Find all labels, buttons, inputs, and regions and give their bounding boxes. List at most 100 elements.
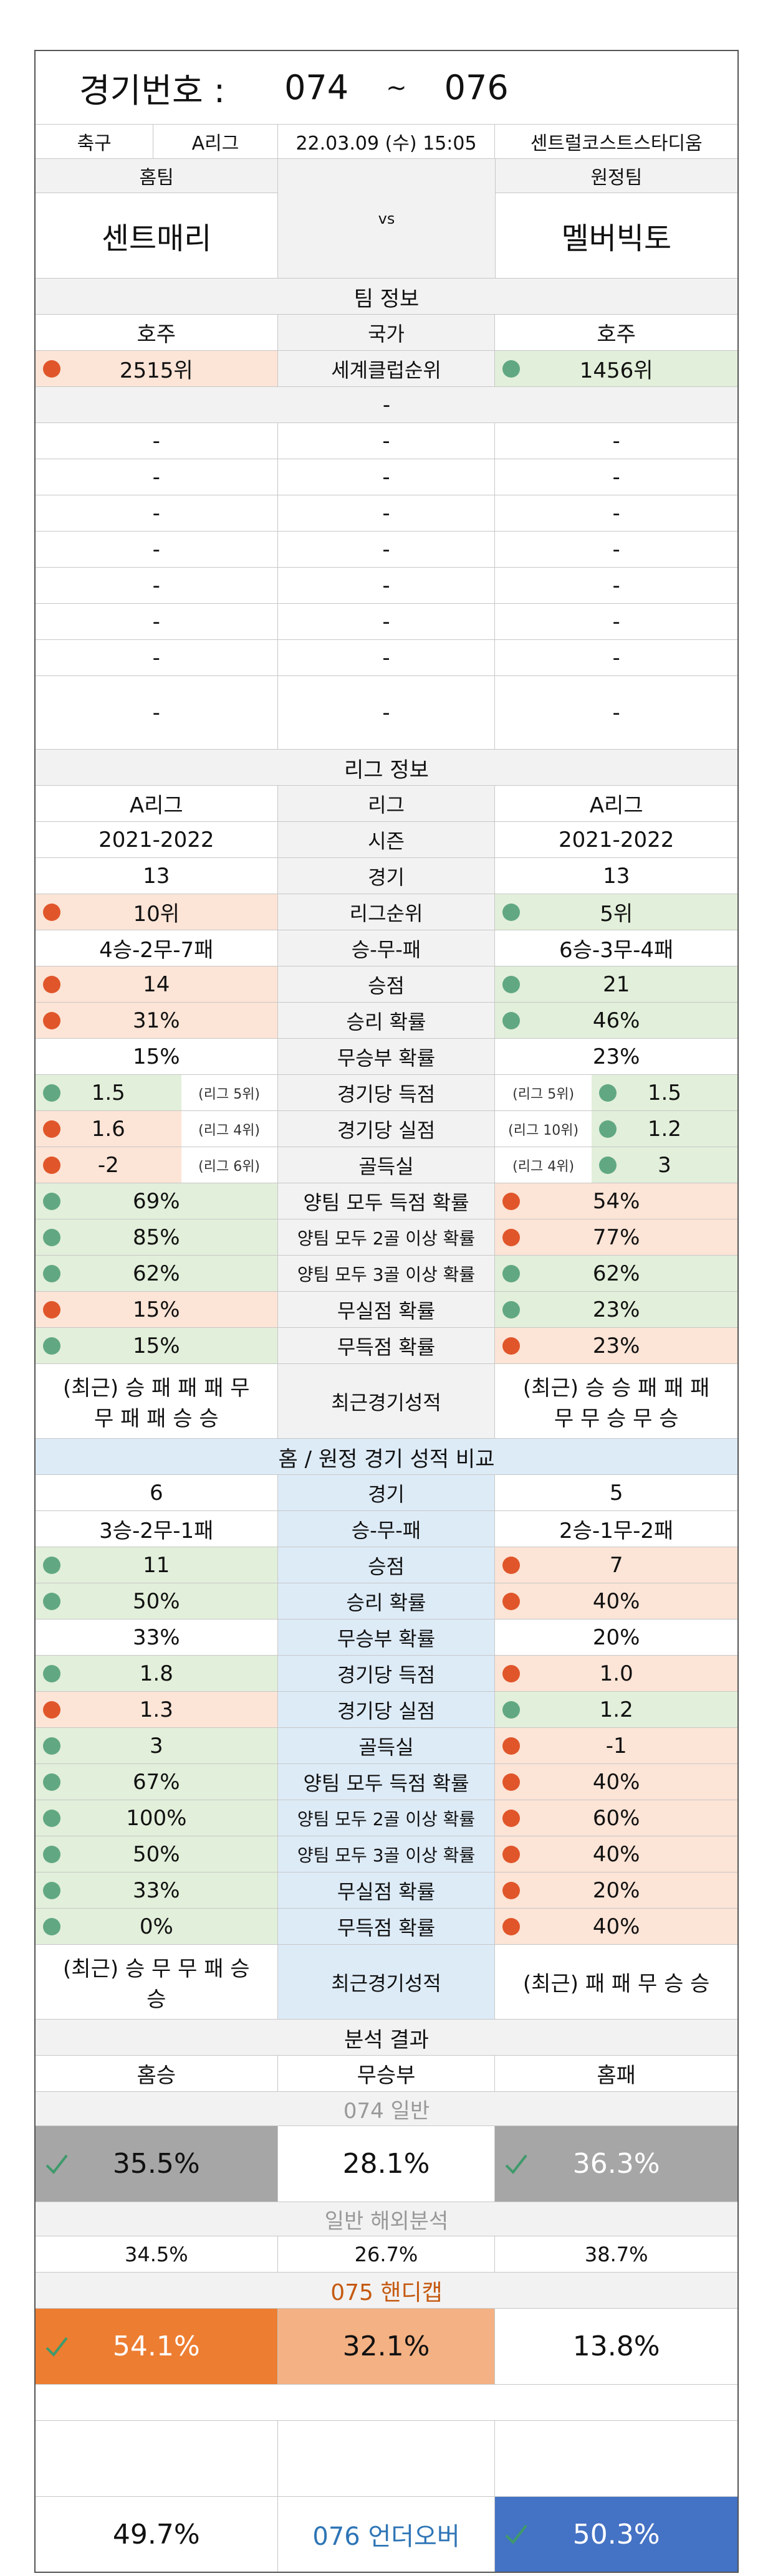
home-noscore: 15%: [133, 1333, 180, 1358]
overseas-draw: 26.7%: [278, 2236, 496, 2272]
home-league: A리그: [36, 786, 278, 821]
red-dot-icon: [502, 1664, 521, 1682]
draw-rate-label: 무승부 확률: [277, 1039, 496, 1074]
empty-cell: -: [612, 537, 620, 562]
green-dot-icon: [502, 975, 521, 993]
ha-btts2-row: 100% 양팀 모두 2골 이상 확률 60%: [36, 1800, 737, 1836]
league-rank-row: 10위 리그순위 5위: [36, 894, 737, 930]
match-number-tilde: ~: [386, 73, 407, 102]
away-goal-diff-note: (리그 4위): [512, 1158, 575, 1175]
ha-away-btts2: 60%: [592, 1805, 640, 1831]
ha-home-recent-line1: (최근) 승 무 무 패 승: [63, 1956, 250, 1982]
home-team-name: 센트매리: [101, 221, 212, 256]
home-world-rank: 2515위: [119, 358, 193, 383]
league-wdl-row: 4승-2무-7패 승-무-패 6승-3무-4패: [36, 930, 737, 966]
home-btts2: 85%: [133, 1224, 180, 1250]
league-games-row: 13 경기 13: [36, 858, 737, 894]
ha-away-conceded: 1.2: [599, 1697, 633, 1722]
match-sheet: 경기번호 : 074 ~ 076 축구 A리그 22.03.09 (수) 15:…: [34, 50, 739, 2573]
empty-cell: -: [278, 568, 496, 603]
empty-cell: -: [612, 609, 620, 634]
check-icon: [46, 2154, 68, 2174]
sport-cell: 축구: [36, 125, 154, 158]
home-draw-rate: 15%: [36, 1039, 278, 1074]
red-dot-icon: [43, 360, 60, 378]
ha-wdl-row: 3승-2무-1패 승-무-패 2승-1무-2패: [36, 1511, 737, 1547]
home-scored: 1.5: [91, 1080, 125, 1105]
home-games: 13: [36, 858, 278, 894]
green-dot-icon: [502, 903, 521, 921]
season-label: 시즌: [277, 822, 496, 857]
home-recent-line2: 무 패 패 승 승: [94, 1406, 219, 1431]
league-scored-row: 1.5 (리그 5위) 경기당 득점 (리그 5위) 1.5: [36, 1075, 737, 1111]
green-dot-icon: [598, 1084, 617, 1102]
red-dot-icon: [502, 1917, 521, 1935]
league-conceded-row: 1.6 (리그 4위) 경기당 실점 (리그 10위) 1.2: [36, 1111, 737, 1147]
g074-title-row: 074 일반: [36, 2092, 737, 2126]
away-league-rank: 5위: [600, 902, 633, 927]
ha-scored-label: 경기당 득점: [277, 1656, 496, 1691]
away-conceded: 1.2: [647, 1116, 681, 1142]
league-btts-row: 69% 양팀 모두 득점 확률 54%: [36, 1183, 737, 1219]
g075-row: 54.1% 32.1% 13.8%: [36, 2309, 737, 2385]
ha-home-games: 6: [36, 1475, 278, 1510]
country-row: 호주 국가 호주: [36, 315, 737, 351]
empty-cell: -: [278, 676, 496, 749]
btts2-label: 양팀 모두 2골 이상 확률: [277, 1219, 496, 1255]
league-btts2-row: 85% 양팀 모두 2골 이상 확률 77%: [36, 1219, 737, 1256]
green-dot-icon: [43, 1845, 60, 1863]
ha-goaldiff-row: 3 골득실 -1: [36, 1728, 737, 1764]
country-label: 국가: [277, 315, 496, 350]
green-dot-icon: [502, 1300, 521, 1319]
wdl-label: 승-무-패: [277, 930, 496, 966]
green-dot-icon: [43, 1664, 60, 1682]
empty-cell: -: [278, 640, 496, 675]
away-btts: 54%: [592, 1188, 640, 1214]
league-row: A리그 리그 A리그: [36, 786, 737, 822]
league-noscore-row: 15% 무득점 확률 23%: [36, 1328, 737, 1364]
red-dot-icon: [43, 1156, 60, 1174]
away-recent-line2: 무 무 승 무 승: [554, 1406, 679, 1431]
league-winrate-row: 31% 승리 확률 46%: [36, 1003, 737, 1039]
blank-row-2: [36, 2421, 737, 2497]
red-dot-icon: [43, 903, 60, 921]
away-world-rank: 1456위: [579, 358, 653, 383]
away-noscore: 23%: [592, 1333, 640, 1358]
dash-row: -: [36, 387, 737, 423]
ha-away-recent: (최근) 패 패 무 승 승: [522, 1972, 710, 1996]
home-goal-diff-note: (리그 6위): [198, 1158, 261, 1175]
conceded-label: 경기당 실점: [277, 1111, 496, 1147]
ha-home-recent-line2: 승: [146, 1987, 166, 2012]
ha-recent-label: 최근경기성적: [277, 1945, 496, 2019]
empty-cell: -: [36, 568, 278, 603]
away-country: 호주: [597, 322, 636, 347]
away-wdl: 6승-3무-4패: [559, 938, 674, 963]
home-points: 14: [143, 971, 170, 997]
empty-info-row: ---: [36, 568, 737, 604]
empty-info-row: ---: [36, 676, 737, 750]
red-dot-icon: [502, 1337, 521, 1355]
g076-under: 49.7%: [36, 2497, 278, 2572]
empty-cell: -: [36, 640, 278, 675]
red-dot-icon: [502, 1737, 521, 1755]
ha-home-draw-rate: 33%: [36, 1620, 278, 1655]
noscore-label: 무득점 확률: [277, 1328, 496, 1363]
goal-diff-label: 골득실: [277, 1147, 496, 1183]
season-row: 2021-2022 시즌 2021-2022: [36, 822, 737, 858]
empty-cell: -: [278, 423, 496, 459]
ha-away-btts: 40%: [592, 1769, 640, 1795]
away-scored: 1.5: [647, 1080, 681, 1105]
ha-recent-row: (최근) 승 무 무 패 승 승 최근경기성적 (최근) 패 패 무 승 승: [36, 1945, 737, 2020]
home-btts3: 62%: [133, 1261, 180, 1286]
ha-home-btts: 67%: [133, 1769, 180, 1795]
ha-away-points: 7: [609, 1552, 623, 1578]
check-icon: [505, 2154, 527, 2174]
empty-cell: -: [278, 532, 496, 567]
empty-cell: -: [612, 645, 620, 670]
empty-info-row: ---: [36, 495, 737, 532]
ha-away-goal-diff: -1: [605, 1733, 627, 1758]
ha-noscore-row: 0% 무득점 확률 40%: [36, 1909, 737, 1945]
overseas-title-row: 일반 해외분석: [36, 2202, 737, 2236]
red-dot-icon: [43, 1701, 60, 1719]
ha-games-row: 6 경기 5: [36, 1475, 737, 1511]
